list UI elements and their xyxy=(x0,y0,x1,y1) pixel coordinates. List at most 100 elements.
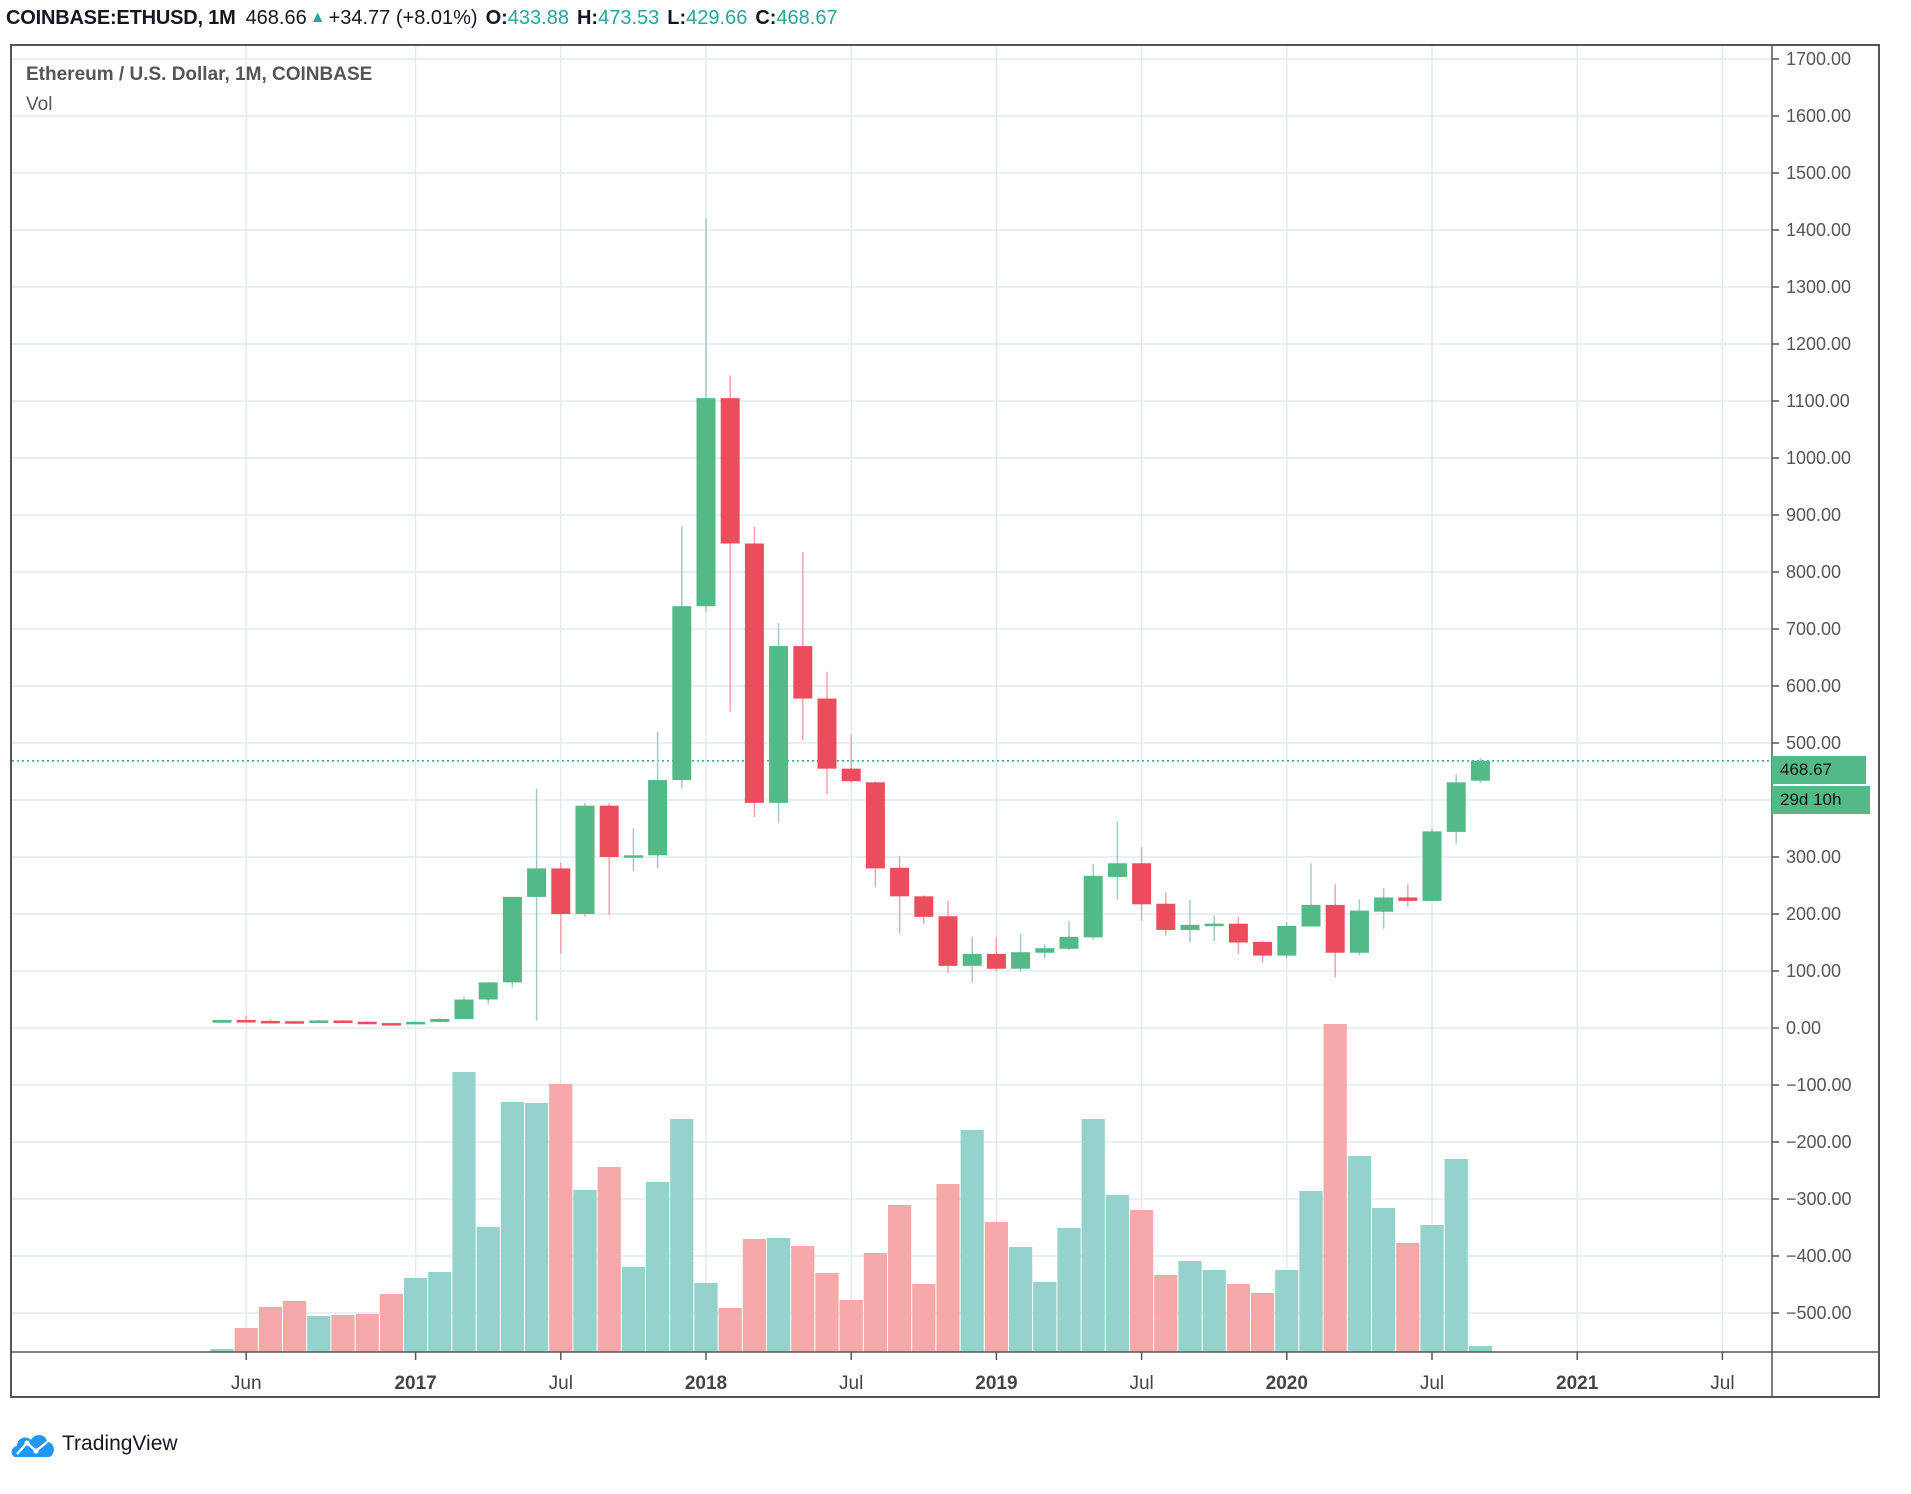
volume-bar xyxy=(307,1316,331,1352)
candle-body xyxy=(1446,782,1466,832)
candle-body xyxy=(1470,760,1490,781)
candle-body xyxy=(1374,897,1394,912)
x-axis-label: Jul xyxy=(1710,1373,1734,1394)
candle-body xyxy=(1398,897,1418,901)
volume-bar xyxy=(936,1184,960,1352)
volume-bar xyxy=(1420,1225,1444,1352)
y-axis-label: −100.00 xyxy=(1786,1075,1852,1095)
volume-bar xyxy=(839,1300,863,1352)
candle-body xyxy=(648,780,668,856)
candle-body xyxy=(212,1020,232,1023)
candle-body xyxy=(1301,904,1321,927)
volume-bar xyxy=(1154,1275,1178,1352)
y-axis-label: 1000.00 xyxy=(1786,448,1851,468)
volume-bar xyxy=(1105,1195,1129,1352)
volume-bar xyxy=(1444,1159,1468,1352)
x-axis-label: 2019 xyxy=(975,1373,1017,1394)
volume-bar xyxy=(331,1315,355,1352)
candle-body xyxy=(1422,831,1442,901)
x-axis-label: Jul xyxy=(1129,1373,1153,1394)
volume-bar xyxy=(1468,1346,1492,1352)
high-value: 473.53 xyxy=(598,6,660,29)
candle-body xyxy=(1325,904,1345,953)
volume-bar xyxy=(355,1314,379,1352)
volume-bar xyxy=(597,1167,621,1352)
volume-bar xyxy=(670,1119,694,1352)
volume-bar xyxy=(1178,1261,1202,1352)
volume-bar xyxy=(525,1103,549,1352)
x-axis-label: 2017 xyxy=(394,1373,436,1394)
candle-body xyxy=(1156,903,1176,930)
candle-body xyxy=(914,896,934,917)
y-axis-label: 800.00 xyxy=(1786,562,1841,582)
low-value: 429.66 xyxy=(686,6,748,29)
candle-body xyxy=(1107,863,1127,877)
volume-bar xyxy=(694,1283,718,1352)
volume-bar xyxy=(1275,1270,1299,1352)
candle-body xyxy=(769,646,789,803)
open-label: O: xyxy=(485,6,508,29)
candle-body xyxy=(962,953,982,966)
candle-body xyxy=(381,1023,401,1026)
y-axis-label: 100.00 xyxy=(1786,961,1841,981)
y-axis-label: 1200.00 xyxy=(1786,334,1851,354)
candle-body xyxy=(333,1020,353,1023)
candle-body xyxy=(938,916,958,966)
volume-bar xyxy=(1323,1024,1347,1352)
open-value: 433.88 xyxy=(507,6,569,29)
x-axis-label: 2020 xyxy=(1266,1373,1308,1394)
volume-bar xyxy=(283,1301,307,1352)
high-label: H: xyxy=(576,6,599,29)
volume-bar xyxy=(549,1084,573,1352)
volume-bar xyxy=(258,1307,282,1352)
candle-body xyxy=(1083,875,1103,938)
volume-bar xyxy=(428,1272,452,1352)
tradingview-logo[interactable]: TradingView xyxy=(10,1430,178,1458)
volume-bar xyxy=(1033,1282,1057,1352)
y-axis-label: 1500.00 xyxy=(1786,163,1851,183)
y-axis-label: −200.00 xyxy=(1786,1132,1852,1152)
candle-body xyxy=(793,646,813,699)
candle-body xyxy=(478,982,498,1000)
y-axis-label: −400.00 xyxy=(1786,1246,1852,1266)
candle-body xyxy=(285,1021,305,1024)
candle-body xyxy=(430,1018,450,1022)
volume-bar xyxy=(912,1284,936,1352)
y-axis-label: 600.00 xyxy=(1786,676,1841,696)
last-price: 468.66 xyxy=(245,6,307,29)
series-title: Ethereum / U.S. Dollar, 1M, COINBASE xyxy=(26,64,373,85)
last-price-tag: 468.67 xyxy=(1772,756,1866,784)
candle-body xyxy=(551,868,571,914)
close-value: 468.67 xyxy=(776,6,838,29)
volume-bar xyxy=(1009,1247,1033,1352)
volume-bar xyxy=(1347,1156,1371,1352)
y-axis-label: 1600.00 xyxy=(1786,106,1851,126)
volume-bar xyxy=(888,1205,912,1352)
y-axis-label: 700.00 xyxy=(1786,619,1841,639)
candle-body xyxy=(623,855,643,858)
volume-bar xyxy=(500,1102,524,1352)
y-axis-label: 1700.00 xyxy=(1786,49,1851,69)
volume-bar xyxy=(1251,1293,1275,1352)
candle-body xyxy=(1228,923,1248,943)
volume-label: Vol xyxy=(26,94,53,115)
volume-bar xyxy=(1226,1284,1250,1352)
symbol-header: COINBASE:ETHUSD, 1M 468.66 ▲ +34.77 (+8.… xyxy=(6,4,838,32)
candle-body xyxy=(236,1020,256,1023)
volume-bar xyxy=(863,1253,887,1352)
candle-body xyxy=(1011,952,1031,969)
volume-bar xyxy=(1396,1243,1420,1352)
candle-body xyxy=(865,782,885,869)
candle-body xyxy=(890,867,910,897)
candle-body xyxy=(260,1020,280,1024)
candle-body xyxy=(527,868,547,897)
volume-bar xyxy=(476,1227,500,1352)
x-axis-label: Jun xyxy=(231,1373,262,1394)
candle-body xyxy=(744,543,764,803)
y-axis-label: 200.00 xyxy=(1786,904,1841,924)
candle-body xyxy=(406,1021,426,1025)
volume-bar xyxy=(234,1328,258,1352)
x-axis-label: 2021 xyxy=(1556,1373,1599,1394)
candle-body xyxy=(454,999,474,1019)
